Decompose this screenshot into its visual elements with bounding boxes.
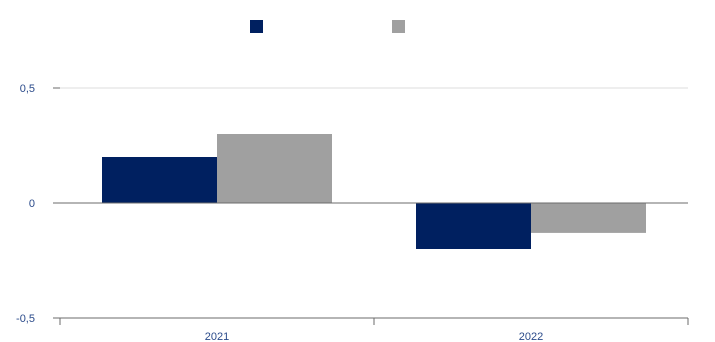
bar-2022-series-2 bbox=[531, 203, 646, 233]
y-tick-label: 0 bbox=[29, 198, 35, 210]
bar-2021-series-2 bbox=[217, 134, 332, 203]
x-tick-label: 2021 bbox=[205, 331, 229, 342]
x-tick-label: 2022 bbox=[519, 331, 543, 342]
y-tick-label: 0,5 bbox=[20, 83, 35, 95]
legend-swatch-2 bbox=[392, 20, 405, 33]
legend-swatch-1 bbox=[250, 20, 263, 33]
axes bbox=[53, 87, 689, 325]
y-tick-label: -0,5 bbox=[16, 313, 35, 325]
tick-labels: 0,5 0 -0,5 2021 2022 bbox=[16, 83, 543, 342]
bars bbox=[102, 134, 646, 249]
bar-2022-series-1 bbox=[416, 203, 531, 249]
bar-2021-series-1 bbox=[102, 157, 217, 203]
legend bbox=[250, 20, 405, 33]
